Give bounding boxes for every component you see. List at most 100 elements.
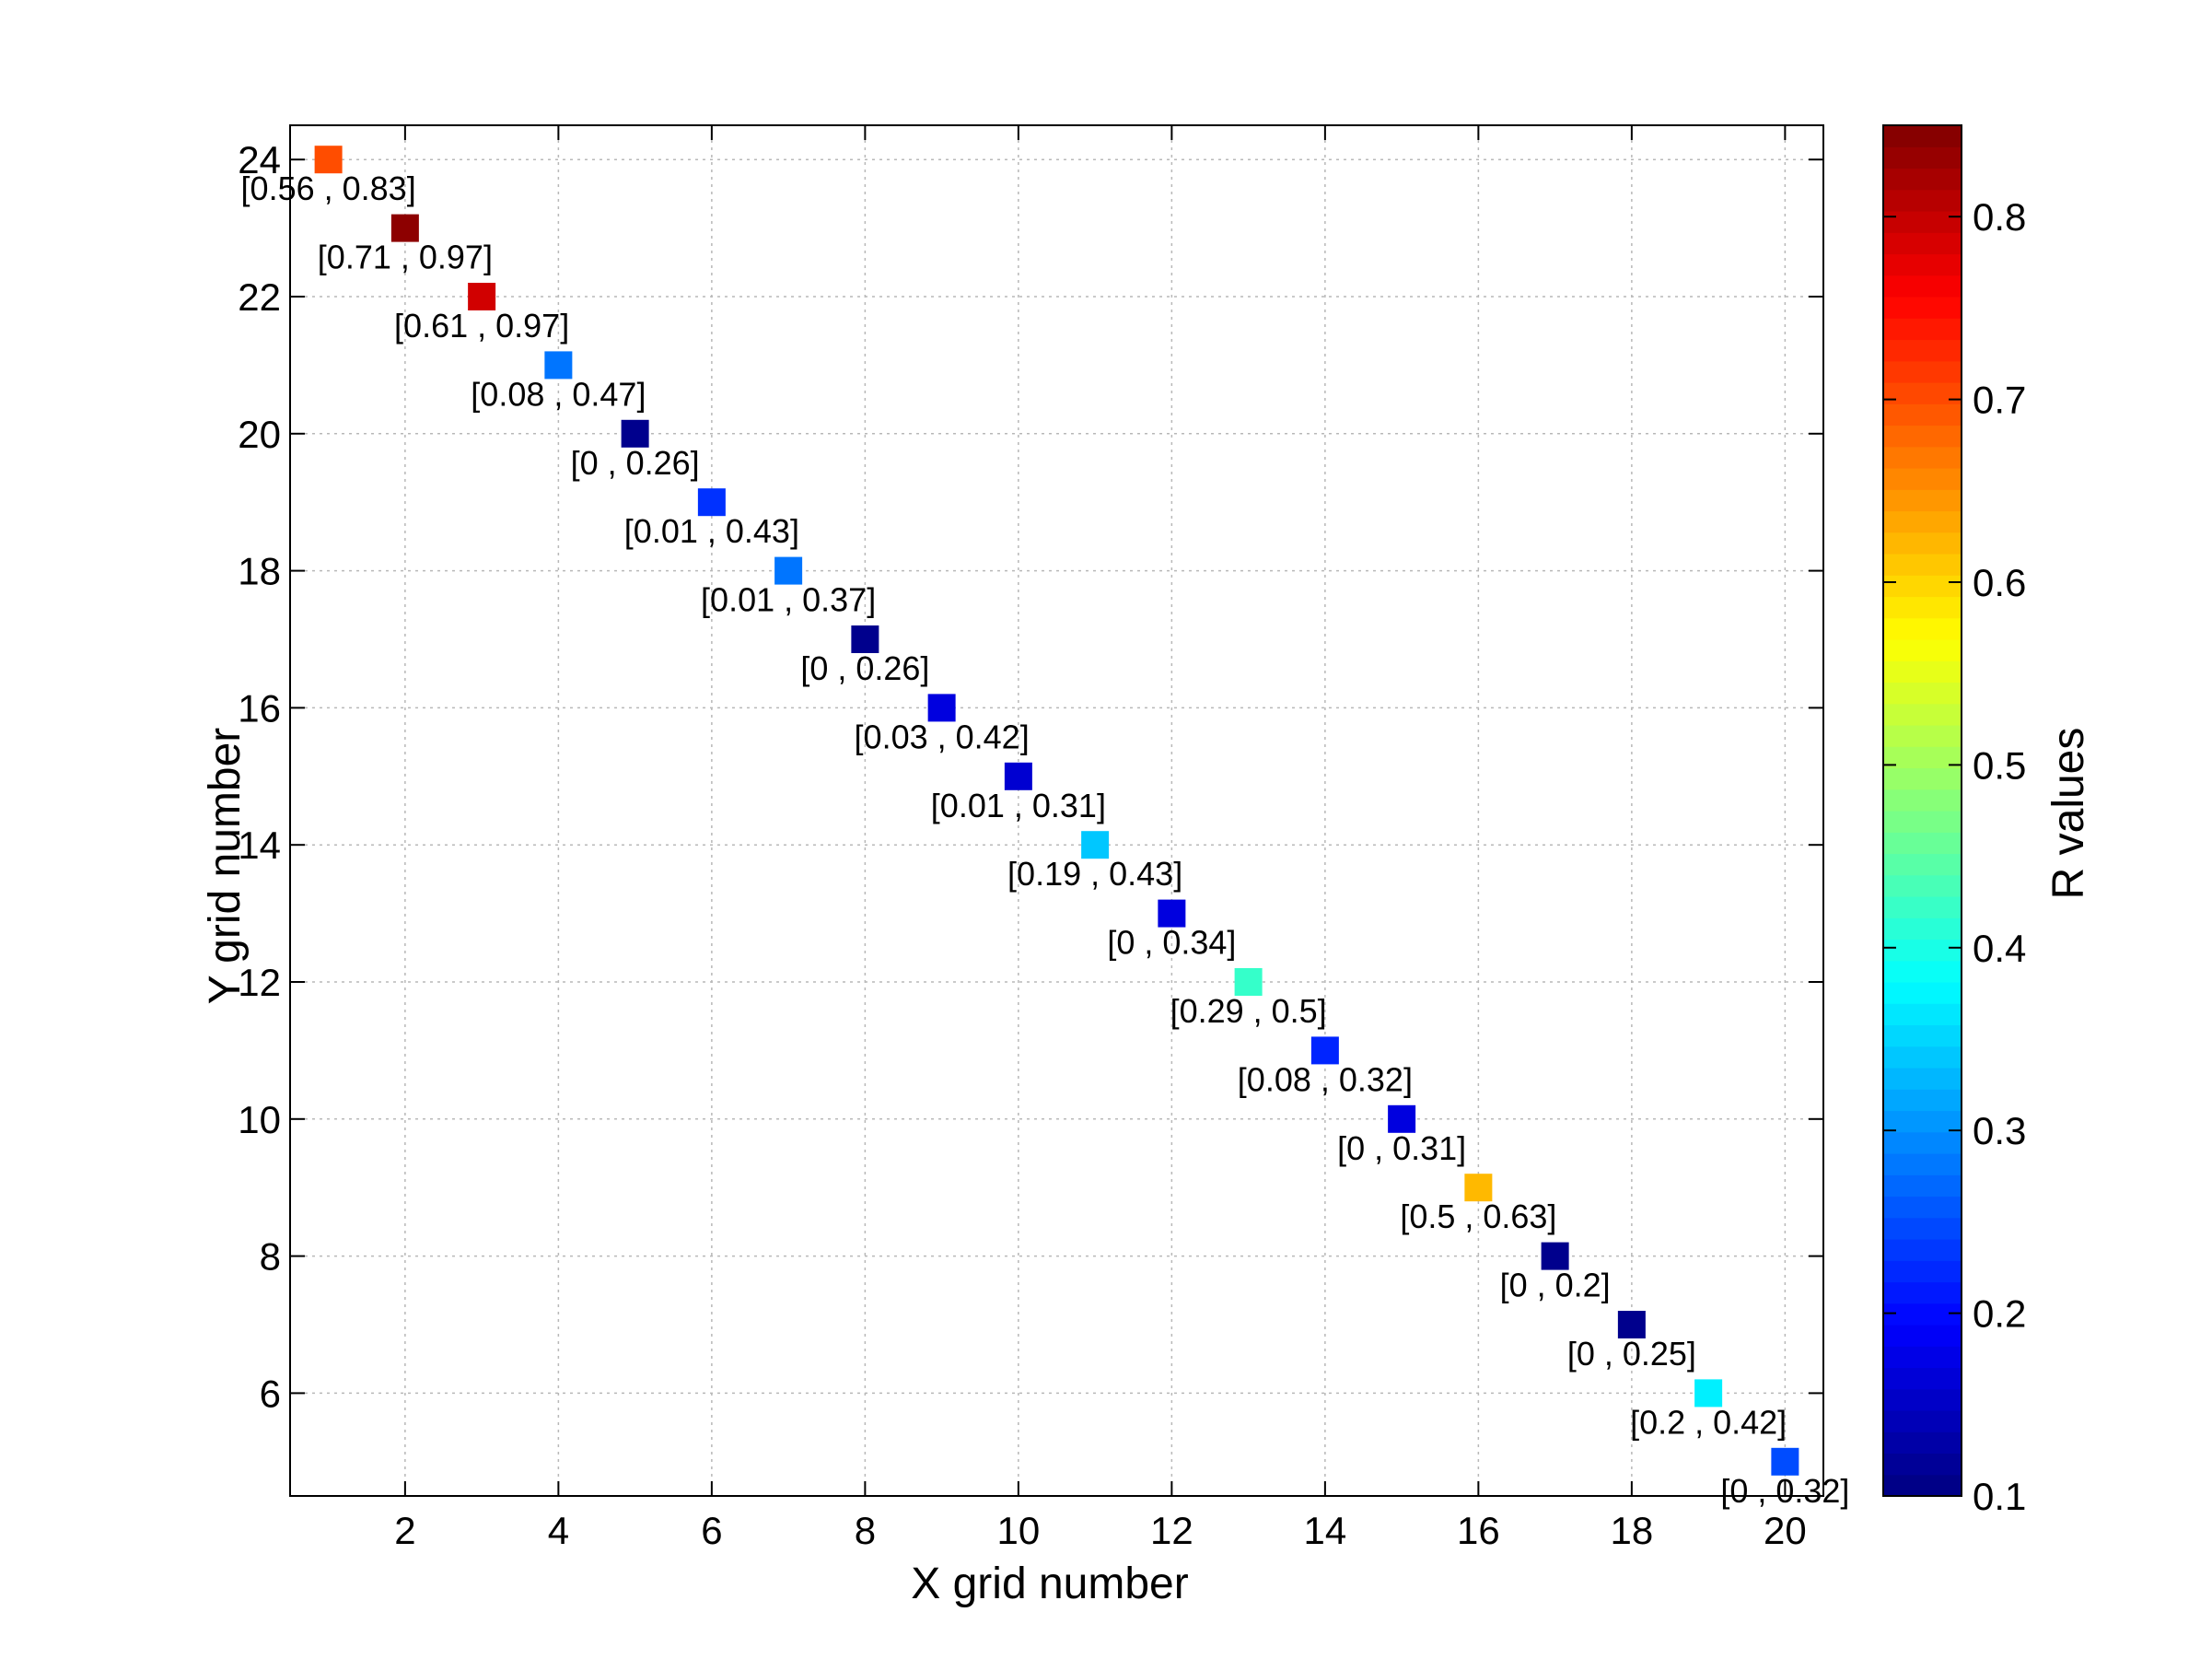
data-point-label: [0.01 , 0.37] — [701, 581, 876, 619]
colorbar-segment — [1883, 1453, 1962, 1476]
data-point-label: [0.71 , 0.97] — [318, 239, 493, 276]
colorbar-segment — [1883, 168, 1962, 191]
x-tick-label: 16 — [1457, 1509, 1500, 1552]
colorbar-segment — [1883, 1153, 1962, 1175]
data-point — [468, 283, 496, 310]
colorbar — [1882, 124, 1962, 1497]
y-tick-label: 12 — [238, 961, 281, 1004]
data-point-label: [0.56 , 0.83] — [241, 169, 416, 207]
data-point — [1310, 1036, 1339, 1065]
colorbar-segment — [1883, 1068, 1962, 1090]
colorbar-segment — [1883, 896, 1962, 918]
colorbar-tick-label: 0.2 — [1973, 1292, 2026, 1336]
x-tick-label: 8 — [855, 1509, 876, 1552]
data-point — [544, 351, 573, 380]
data-points — [314, 146, 1799, 1476]
y-tick-label: 20 — [238, 413, 281, 456]
x-tick-label: 14 — [1304, 1509, 1347, 1552]
colorbar-segment — [1883, 1303, 1962, 1326]
colorbar-segment — [1883, 853, 1962, 876]
colorbar-segment — [1883, 318, 1962, 341]
colorbar-segment — [1883, 725, 1962, 747]
data-labels: [0.56 , 0.83] [0.71 , 0.97] [0.61 , 0.97] [… — [241, 169, 1850, 1510]
colorbar-segment — [1883, 1174, 1962, 1198]
colorbar-tick-label: 0.4 — [1973, 927, 2026, 970]
plot-border — [289, 124, 1824, 1497]
colorbar-segment — [1883, 125, 1962, 147]
data-point — [1234, 968, 1263, 996]
colorbar-tick-label: 0.8 — [1973, 195, 2026, 239]
colorbar-segment — [1883, 382, 1962, 404]
y-tick-label: 16 — [238, 686, 281, 730]
colorbar-segment — [1883, 510, 1962, 533]
x-tick-label: 2 — [394, 1509, 415, 1552]
x-tick-label: 6 — [701, 1509, 722, 1552]
y-tick-label: 24 — [238, 138, 281, 181]
colorbar-segment — [1883, 554, 1962, 576]
colorbar-segment — [1883, 403, 1962, 426]
colorbar-segment — [1883, 811, 1962, 833]
data-point — [1694, 1379, 1723, 1408]
y-tick-label: 6 — [260, 1372, 281, 1415]
data-point — [851, 625, 879, 653]
colorbar-segment — [1883, 960, 1962, 983]
x-tick-label: 20 — [1764, 1509, 1807, 1552]
data-point — [1771, 1447, 1799, 1476]
colorbar-segment — [1883, 1217, 1962, 1240]
colorbar-segment — [1883, 939, 1962, 962]
colorbar-segment — [1883, 1474, 1962, 1497]
colorbar-segment — [1883, 1003, 1962, 1026]
data-point — [390, 214, 419, 242]
colorbar-segment — [1883, 982, 1962, 1004]
colorbar-segment — [1883, 1046, 1962, 1069]
colorbar-segment — [1883, 917, 1962, 940]
data-point-label: [0 , 0.26] — [800, 649, 929, 687]
data-point-label: [0.01 , 0.31] — [931, 787, 1106, 824]
colorbar-segment — [1883, 189, 1962, 212]
colorbar-segment — [1883, 297, 1962, 319]
colorbar-segment — [1883, 425, 1962, 448]
colorbar-segment — [1883, 789, 1962, 812]
colorbar-segment — [1883, 446, 1962, 469]
colorbar-tick-label: 0.6 — [1973, 561, 2026, 604]
colorbar-segment — [1883, 832, 1962, 855]
x-tick-label: 10 — [997, 1509, 1041, 1552]
data-point — [1158, 899, 1186, 928]
x-tick-label: 4 — [548, 1509, 569, 1552]
y-tick-label: 8 — [260, 1235, 281, 1279]
y-tick-label: 22 — [238, 275, 281, 319]
colorbar-segment — [1883, 660, 1962, 683]
colorbar-segment — [1883, 211, 1962, 233]
colorbar-segment — [1883, 1110, 1962, 1133]
data-point-label: [0.61 , 0.97] — [394, 307, 569, 345]
data-point — [1464, 1174, 1493, 1202]
colorbar-segment — [1883, 1410, 1962, 1432]
colorbar-segment — [1883, 1260, 1962, 1283]
data-point-label: [0.29 , 0.5] — [1170, 992, 1327, 1030]
y-tick-label: 14 — [238, 824, 281, 867]
x-tick-label: 12 — [1150, 1509, 1193, 1552]
grid-lines — [290, 125, 1823, 1496]
data-point — [314, 146, 343, 174]
colorbar-title: R values — [2044, 728, 2093, 900]
data-point — [1541, 1242, 1569, 1270]
data-point — [1004, 762, 1032, 790]
colorbar-segment — [1883, 275, 1962, 298]
data-point-label: [0.2 , 0.42] — [1630, 1403, 1787, 1441]
colorbar-tick-label: 0.7 — [1973, 379, 2026, 422]
colorbar-segment — [1883, 1367, 1962, 1390]
colorbar-segment — [1883, 1281, 1962, 1304]
y-tick-label: 10 — [238, 1098, 281, 1141]
x-axis-title: X grid number — [911, 1560, 1188, 1608]
colorbar-segment — [1883, 575, 1962, 598]
y-axis-ticks: 6 8 10 12 14 16 18 20 22 24 — [238, 138, 1823, 1415]
data-point-label: [0.08 , 0.47] — [471, 375, 646, 413]
data-point-label: [0 , 0.2] — [1500, 1267, 1611, 1304]
data-point-label: [0.5 , 0.63] — [1400, 1198, 1556, 1235]
colorbar-segment — [1883, 1196, 1962, 1219]
y-axis-title: Y grid number — [201, 728, 250, 1005]
data-point-label: [0.19 , 0.43] — [1007, 855, 1182, 893]
colorbar-segment — [1883, 639, 1962, 661]
data-point — [697, 488, 726, 517]
